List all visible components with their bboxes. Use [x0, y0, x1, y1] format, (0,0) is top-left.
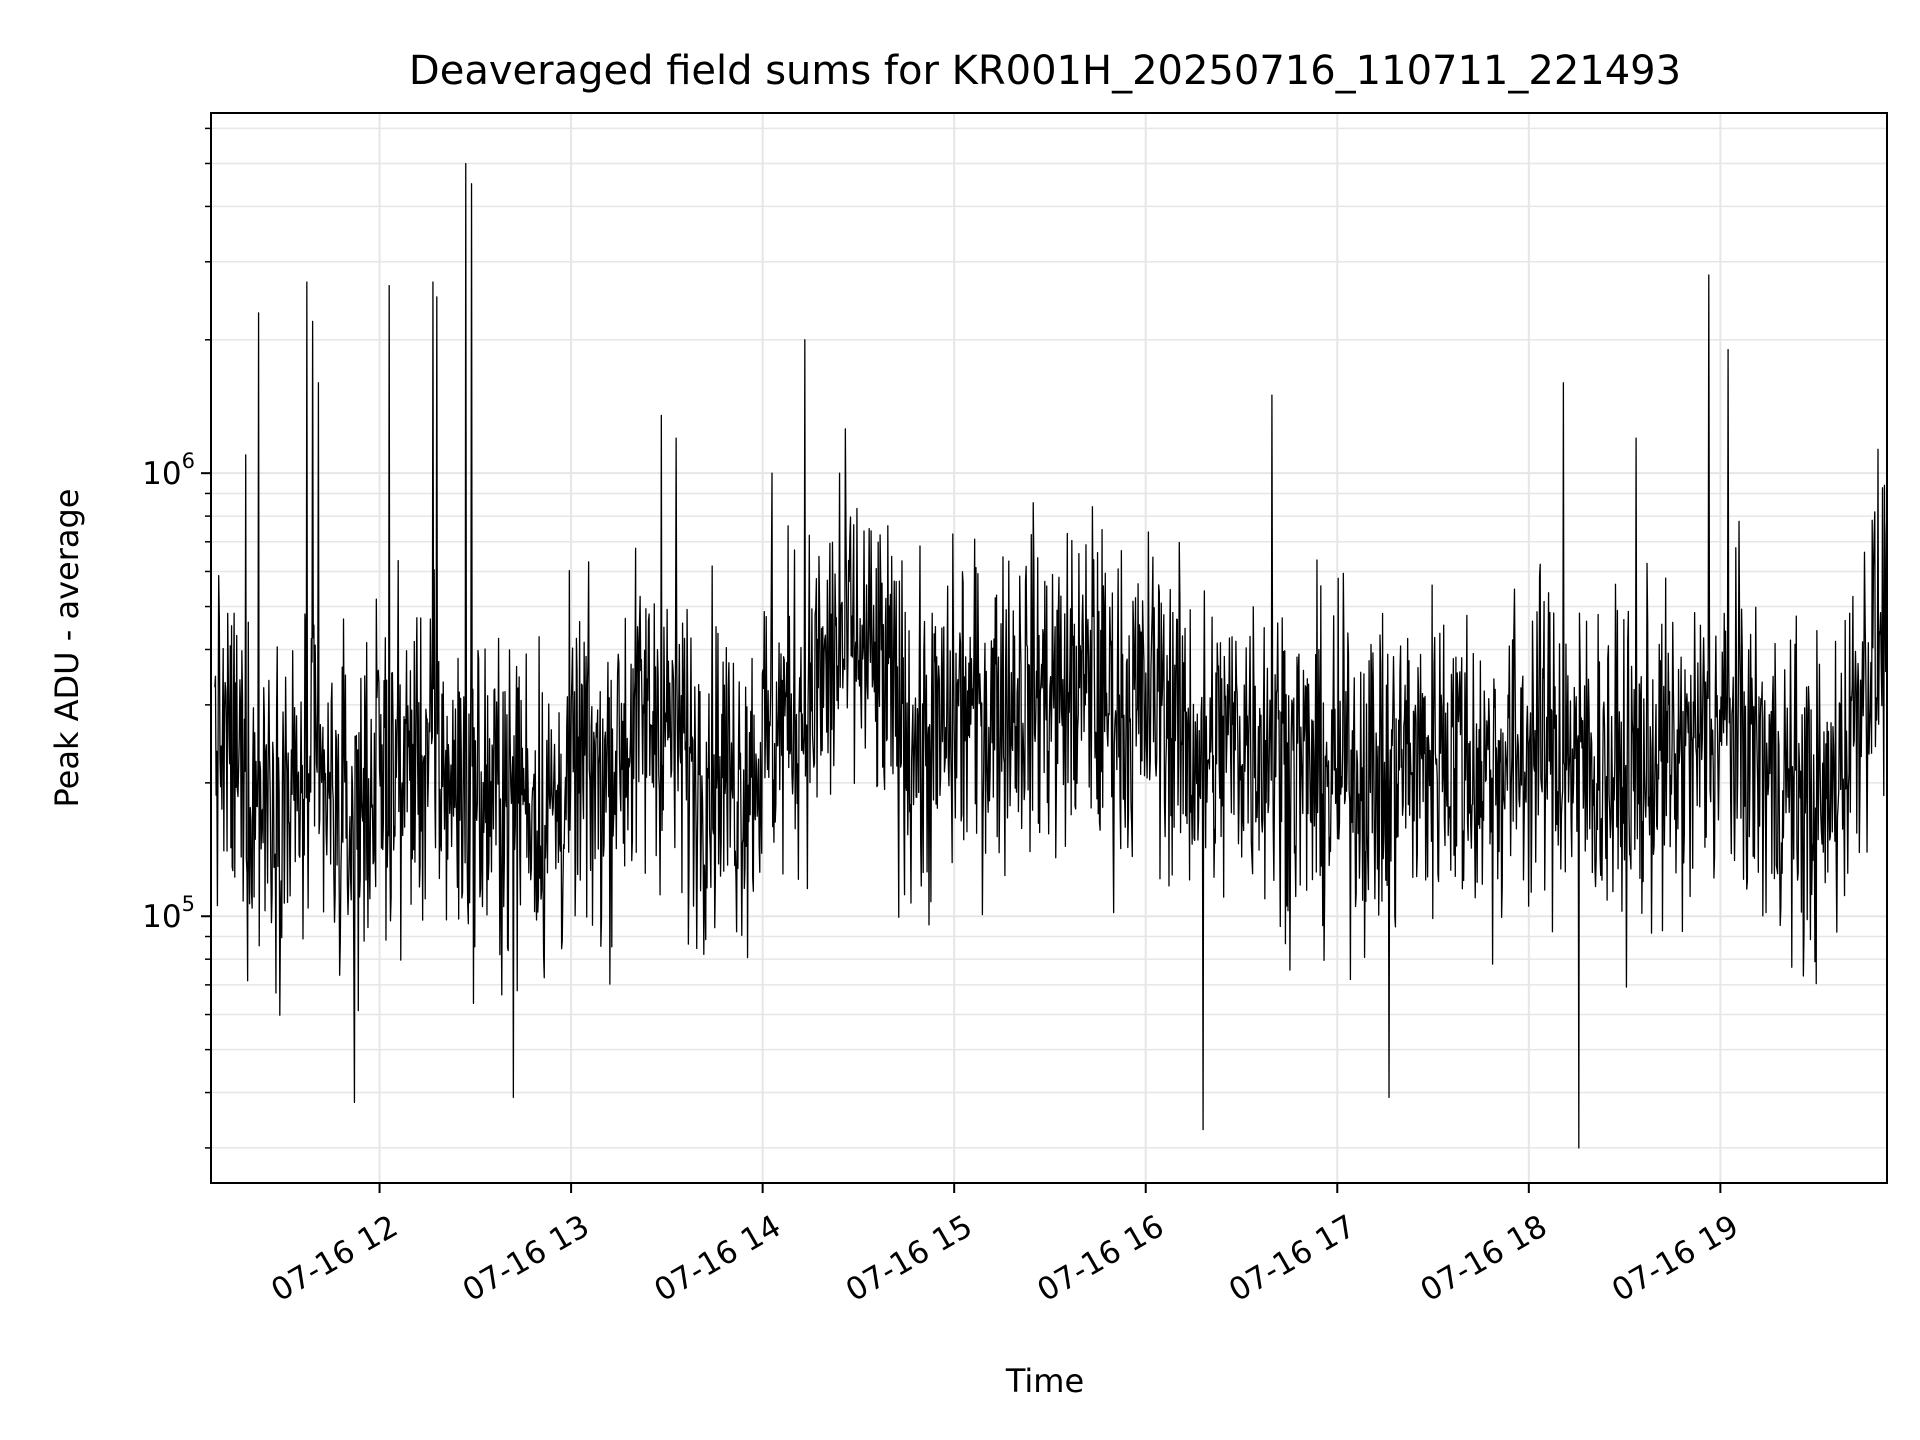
- x-axis-label: Time: [1005, 1362, 1084, 1400]
- chart-title: Deaveraged field sums for KR001H_2025071…: [409, 48, 1681, 94]
- plot-frame: [210, 112, 1888, 1184]
- y-tick-label: 105: [142, 892, 195, 935]
- line-layer: [214, 162, 1888, 1149]
- y-axis-label: Peak ADU - average: [48, 489, 86, 808]
- y-axis: 105 106: [142, 127, 211, 1149]
- series-line: [214, 162, 1888, 1149]
- y-tick-label: 106: [142, 449, 195, 492]
